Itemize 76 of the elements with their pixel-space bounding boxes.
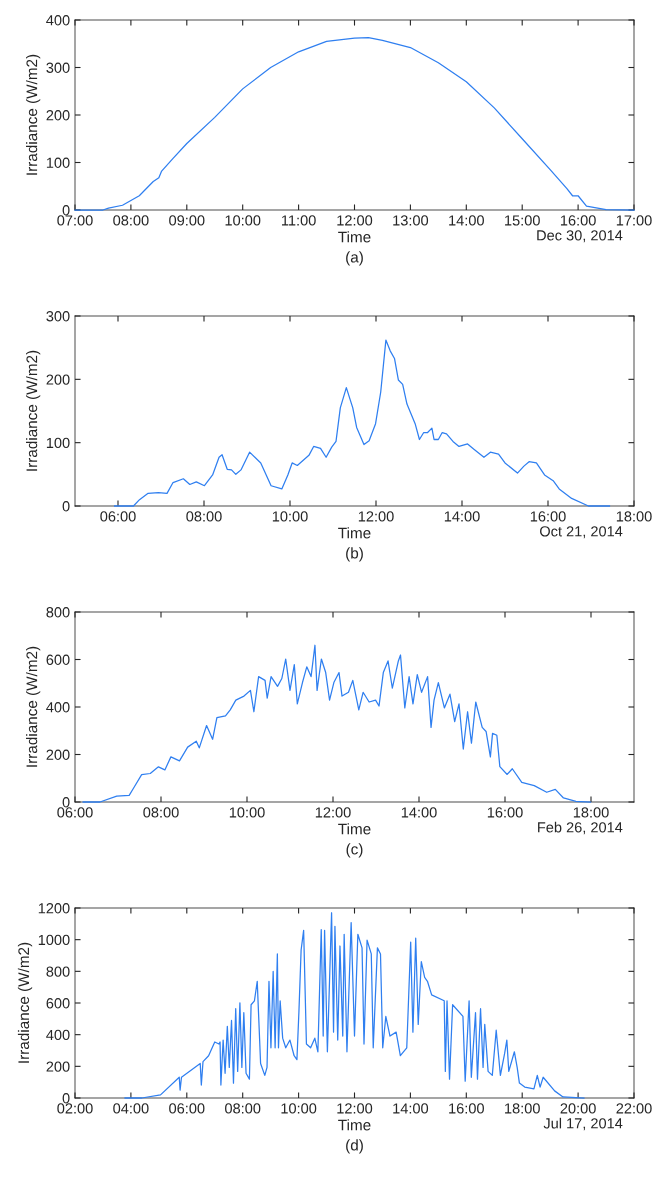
x-tick-label: 14:00 bbox=[393, 1103, 429, 1114]
text: Jul 17, 2014 bbox=[543, 1117, 623, 1131]
text: Feb 26, 2014 bbox=[538, 821, 623, 835]
x-tick-label: 16:00 bbox=[449, 1103, 484, 1114]
x-tick-label: 09:00 bbox=[169, 215, 205, 226]
y-tick-label: 800 bbox=[46, 966, 70, 977]
x-tick-label: 10:00 bbox=[272, 511, 308, 522]
y-tick-label: 0 bbox=[62, 501, 70, 512]
x-tick-label: 10:00 bbox=[281, 1103, 317, 1114]
x-tick-label: 14:00 bbox=[444, 511, 480, 522]
y-tick-label: 0 bbox=[62, 205, 70, 216]
text: Oct 21, 2014 bbox=[540, 526, 623, 539]
x-tick-label: 12:00 bbox=[337, 215, 373, 226]
y-tick-label: 200 bbox=[46, 1061, 70, 1072]
x-tick-label: 12:00 bbox=[337, 1103, 373, 1114]
x-tick-label: 17:00 bbox=[616, 215, 652, 226]
x-tick-label: 10:00 bbox=[225, 215, 261, 226]
y-tick-label: 400 bbox=[46, 15, 70, 26]
x-axis-title: Time bbox=[338, 1119, 371, 1131]
x-tick-label: 12:00 bbox=[358, 511, 394, 522]
text: (a) bbox=[346, 251, 363, 266]
x-tick-label: 02:00 bbox=[57, 1103, 93, 1114]
y-tick-label: 100 bbox=[46, 437, 70, 449]
y-tick-label: 1000 bbox=[38, 934, 70, 946]
y-tick-label: 800 bbox=[46, 607, 70, 618]
y-tick-label: 200 bbox=[46, 110, 70, 121]
x-tick-label: 18:00 bbox=[505, 1103, 540, 1114]
text: (d) bbox=[346, 1139, 363, 1154]
x-axis-title: Time bbox=[338, 231, 371, 243]
x-tick-label: 06:00 bbox=[100, 511, 136, 522]
x-tick-label: 08:00 bbox=[225, 1103, 261, 1114]
x-tick-label: 04:00 bbox=[113, 1103, 149, 1114]
x-tick-label: 10:00 bbox=[229, 807, 265, 818]
x-tick-label: 18:00 bbox=[616, 511, 652, 522]
text: Dec 30, 2014 bbox=[537, 230, 623, 243]
x-tick-label: 06:00 bbox=[169, 1103, 205, 1114]
x-tick-label: 14:00 bbox=[449, 215, 484, 226]
y-tick-label: 600 bbox=[46, 654, 70, 665]
y-tick-label: 300 bbox=[46, 311, 70, 322]
x-axis-title: Time bbox=[338, 823, 371, 835]
y-axis-title: Irradiance (W/m2) bbox=[26, 54, 41, 175]
x-tick-label: 13:00 bbox=[393, 215, 429, 226]
y-tick-label: 600 bbox=[46, 998, 70, 1009]
x-tick-label: 08:00 bbox=[143, 807, 179, 818]
y-tick-label: 0 bbox=[62, 797, 70, 808]
x-tick-label: 20:00 bbox=[560, 1103, 596, 1114]
x-tick-label: 07:00 bbox=[57, 215, 93, 226]
line-series bbox=[113, 339, 611, 507]
text: (b) bbox=[346, 547, 363, 562]
y-tick-label: 400 bbox=[46, 1029, 70, 1041]
x-tick-label: 16:00 bbox=[530, 511, 566, 522]
x-axis-title: Time bbox=[338, 527, 371, 539]
y-axis-title: Irradiance (W/m2) bbox=[17, 942, 33, 1063]
y-tick-label: 100 bbox=[46, 157, 70, 168]
x-tick-label: 12:00 bbox=[315, 807, 351, 818]
line-series bbox=[82, 644, 592, 803]
x-tick-label: 15:00 bbox=[505, 215, 540, 226]
x-tick-label: 16:00 bbox=[487, 807, 523, 818]
line-series bbox=[124, 912, 585, 1099]
x-tick-label: 18:00 bbox=[573, 807, 609, 818]
y-tick-label: 300 bbox=[46, 62, 70, 73]
y-tick-label: 0 bbox=[62, 1093, 70, 1104]
text: (c) bbox=[346, 843, 363, 858]
y-tick-label: 200 bbox=[46, 749, 70, 760]
x-tick-label: 06:00 bbox=[57, 807, 93, 818]
x-tick-label: 16:00 bbox=[560, 215, 596, 226]
y-axis-title: Irradiance (W/m2) bbox=[26, 646, 41, 767]
x-tick-label: 22:00 bbox=[616, 1103, 652, 1114]
y-tick-label: 400 bbox=[46, 702, 70, 713]
y-tick-label: 1200 bbox=[38, 903, 70, 914]
x-tick-label: 11:00 bbox=[282, 215, 316, 226]
y-tick-label: 200 bbox=[46, 374, 70, 385]
x-tick-label: 14:00 bbox=[401, 807, 437, 818]
x-tick-label: 08:00 bbox=[113, 215, 149, 226]
y-axis-title: Irradiance (W/m2) bbox=[26, 350, 41, 471]
x-tick-label: 08:00 bbox=[186, 511, 222, 522]
